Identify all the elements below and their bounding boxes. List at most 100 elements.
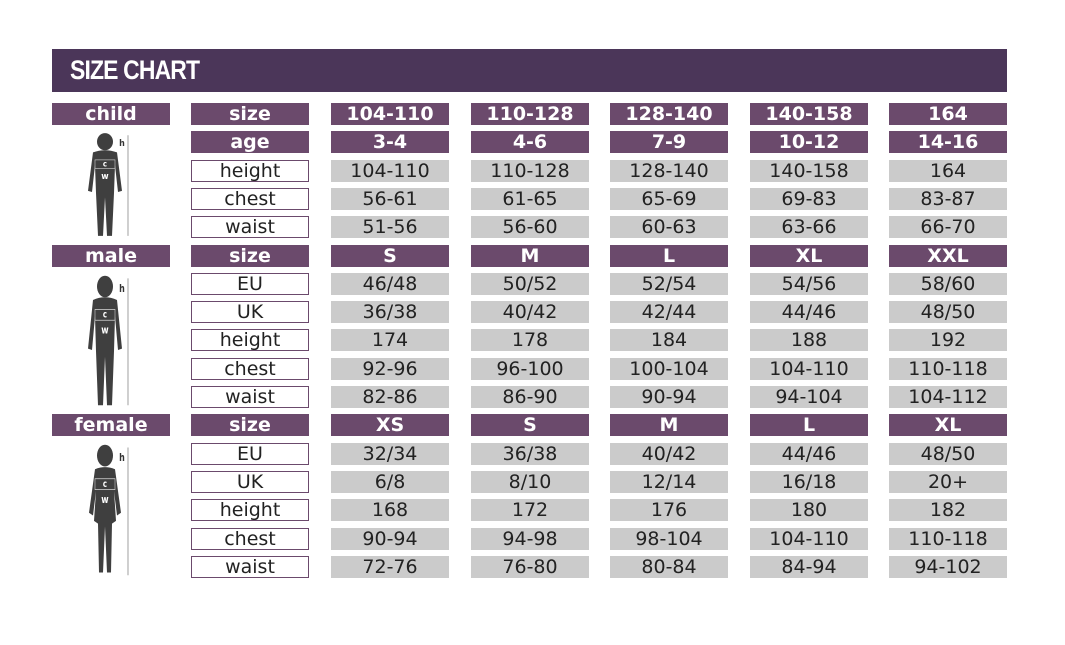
row-label: EU bbox=[191, 273, 309, 295]
waist-label: w bbox=[101, 325, 109, 338]
row-label: UK bbox=[191, 301, 309, 323]
value-cell: 52/54 bbox=[610, 273, 728, 295]
value-cell: 104-110 bbox=[331, 160, 449, 182]
value-cell: 69-83 bbox=[750, 188, 868, 210]
value-cell: 188 bbox=[750, 329, 868, 351]
row-label: waist bbox=[191, 216, 309, 238]
value-cell: 8/10 bbox=[471, 471, 589, 493]
row-label: size bbox=[191, 414, 309, 436]
female-figure-icon: c w h bbox=[80, 442, 140, 578]
value-cell: 40/42 bbox=[471, 301, 589, 323]
waist-label: w bbox=[101, 494, 109, 507]
value-cell: 76-80 bbox=[471, 556, 589, 578]
column-header: 110-128 bbox=[471, 103, 589, 125]
row-label: waist bbox=[191, 386, 309, 408]
row-label: chest bbox=[191, 358, 309, 380]
column-header: 10-12 bbox=[750, 131, 868, 153]
category-male: male bbox=[52, 245, 170, 267]
chest-label: c bbox=[103, 308, 107, 319]
value-cell: 60-63 bbox=[610, 216, 728, 238]
row-label: waist bbox=[191, 556, 309, 578]
value-cell: 94-104 bbox=[750, 386, 868, 408]
category-female: female bbox=[52, 414, 170, 436]
value-cell: 176 bbox=[610, 499, 728, 521]
column-header: 7-9 bbox=[610, 131, 728, 153]
value-cell: 16/18 bbox=[750, 471, 868, 493]
column-header: XS bbox=[331, 414, 449, 436]
value-cell: 42/44 bbox=[610, 301, 728, 323]
value-cell: 80-84 bbox=[610, 556, 728, 578]
value-cell: 72-76 bbox=[331, 556, 449, 578]
value-cell: 86-90 bbox=[471, 386, 589, 408]
waist-label: w bbox=[101, 171, 109, 181]
row-label: UK bbox=[191, 471, 309, 493]
value-cell: 164 bbox=[889, 160, 1007, 182]
value-cell: 36/38 bbox=[331, 301, 449, 323]
row-label: size bbox=[191, 245, 309, 267]
value-cell: 44/46 bbox=[750, 443, 868, 465]
column-header: S bbox=[471, 414, 589, 436]
value-cell: 104-110 bbox=[750, 358, 868, 380]
value-cell: 168 bbox=[331, 499, 449, 521]
value-cell: 182 bbox=[889, 499, 1007, 521]
value-cell: 58/60 bbox=[889, 273, 1007, 295]
value-cell: 83-87 bbox=[889, 188, 1007, 210]
height-label: h bbox=[119, 452, 125, 465]
value-cell: 98-104 bbox=[610, 528, 728, 550]
category-child: child bbox=[52, 103, 170, 125]
chest-label: c bbox=[103, 159, 107, 168]
value-cell: 63-66 bbox=[750, 216, 868, 238]
value-cell: 56-60 bbox=[471, 216, 589, 238]
value-cell: 36/38 bbox=[471, 443, 589, 465]
value-cell: 178 bbox=[471, 329, 589, 351]
height-label: h bbox=[119, 283, 125, 296]
value-cell: 100-104 bbox=[610, 358, 728, 380]
row-label: age bbox=[191, 131, 309, 153]
value-cell: 54/56 bbox=[750, 273, 868, 295]
column-header: 4-6 bbox=[471, 131, 589, 153]
value-cell: 174 bbox=[331, 329, 449, 351]
value-cell: 172 bbox=[471, 499, 589, 521]
value-cell: 180 bbox=[750, 499, 868, 521]
value-cell: 51-56 bbox=[331, 216, 449, 238]
value-cell: 110-118 bbox=[889, 358, 1007, 380]
row-label: height bbox=[191, 329, 309, 351]
value-cell: 20+ bbox=[889, 471, 1007, 493]
value-cell: 94-98 bbox=[471, 528, 589, 550]
value-cell: 40/42 bbox=[610, 443, 728, 465]
value-cell: 192 bbox=[889, 329, 1007, 351]
row-label: size bbox=[191, 103, 309, 125]
row-label: EU bbox=[191, 443, 309, 465]
column-header: 164 bbox=[889, 103, 1007, 125]
value-cell: 110-118 bbox=[889, 528, 1007, 550]
value-cell: 66-70 bbox=[889, 216, 1007, 238]
value-cell: 90-94 bbox=[331, 528, 449, 550]
page-title: SIZE CHART bbox=[70, 55, 200, 85]
value-cell: 104-112 bbox=[889, 386, 1007, 408]
row-label: height bbox=[191, 160, 309, 182]
value-cell: 140-158 bbox=[750, 160, 868, 182]
value-cell: 48/50 bbox=[889, 443, 1007, 465]
column-header: M bbox=[610, 414, 728, 436]
value-cell: 110-128 bbox=[471, 160, 589, 182]
value-cell: 84-94 bbox=[750, 556, 868, 578]
value-cell: 46/48 bbox=[331, 273, 449, 295]
title-bar: SIZE CHART bbox=[52, 49, 1007, 92]
column-header: XL bbox=[889, 414, 1007, 436]
value-cell: 12/14 bbox=[610, 471, 728, 493]
column-header: L bbox=[610, 245, 728, 267]
column-header: 140-158 bbox=[750, 103, 868, 125]
column-header: S bbox=[331, 245, 449, 267]
value-cell: 128-140 bbox=[610, 160, 728, 182]
value-cell: 6/8 bbox=[331, 471, 449, 493]
value-cell: 184 bbox=[610, 329, 728, 351]
value-cell: 48/50 bbox=[889, 301, 1007, 323]
column-header: M bbox=[471, 245, 589, 267]
column-header: XXL bbox=[889, 245, 1007, 267]
row-label: chest bbox=[191, 188, 309, 210]
value-cell: 56-61 bbox=[331, 188, 449, 210]
value-cell: 104-110 bbox=[750, 528, 868, 550]
value-cell: 65-69 bbox=[610, 188, 728, 210]
column-header: 104-110 bbox=[331, 103, 449, 125]
value-cell: 50/52 bbox=[471, 273, 589, 295]
